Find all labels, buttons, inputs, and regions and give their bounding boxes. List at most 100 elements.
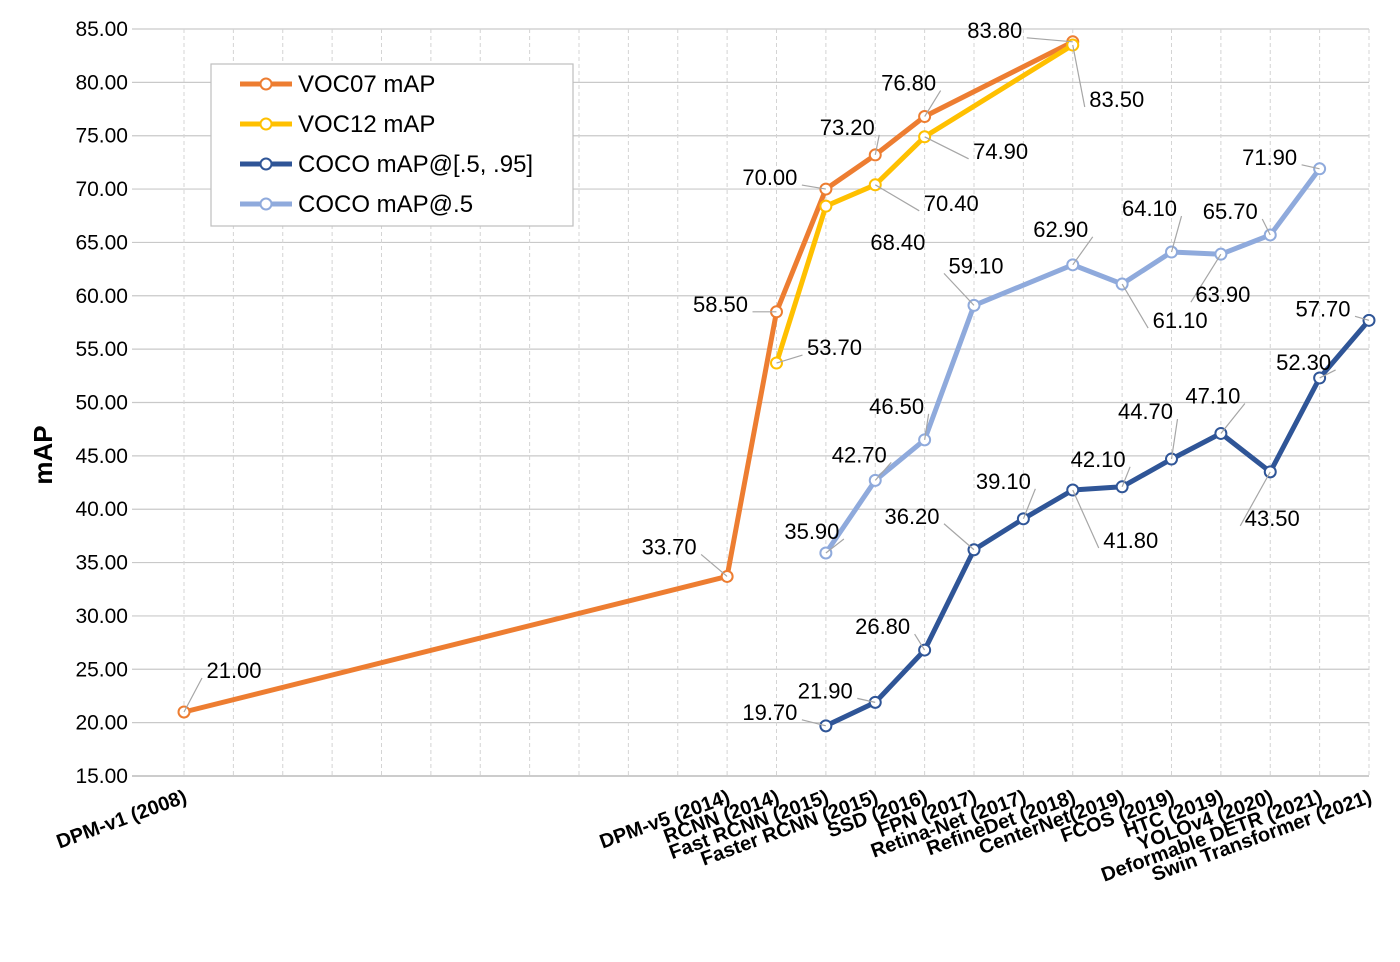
leader-line xyxy=(857,697,876,703)
series-line xyxy=(824,318,1371,729)
y-tick-label: 20.00 xyxy=(75,712,128,735)
leader-line xyxy=(776,354,803,364)
leader-line xyxy=(874,462,892,481)
data-label: 63.90 xyxy=(1195,282,1250,307)
leader-line xyxy=(1261,218,1271,236)
y-tick-label: 80.00 xyxy=(75,71,128,94)
data-label: 83.50 xyxy=(1089,87,1144,112)
leader-line xyxy=(1022,488,1036,520)
data-label: 62.90 xyxy=(1033,217,1088,242)
leader-line xyxy=(1354,315,1370,321)
leader-line xyxy=(1072,489,1100,549)
data-label: 33.70 xyxy=(642,534,697,559)
legend: VOC07 mAP VOC12 mAP COCO mAP@[.5, .95] COCO… xyxy=(210,63,574,227)
leader-line xyxy=(1121,466,1131,488)
y-tick-label: 75.00 xyxy=(75,125,128,148)
leader-line xyxy=(1026,37,1073,43)
legend-entry: VOC12 mAP xyxy=(298,111,435,138)
leader-line xyxy=(801,184,826,190)
leader-line xyxy=(183,677,203,713)
leader-line xyxy=(943,523,975,551)
y-tick-label: 45.00 xyxy=(75,445,128,468)
data-label: 61.10 xyxy=(1153,308,1208,333)
data-label: 46.50 xyxy=(869,394,924,419)
data-label: 26.80 xyxy=(855,614,910,639)
leader-line xyxy=(924,136,969,160)
data-label: 71.90 xyxy=(1242,145,1297,170)
data-label: 57.70 xyxy=(1295,296,1350,321)
data-label: 53.70 xyxy=(807,335,862,360)
leader-line xyxy=(1319,369,1336,379)
data-label: 35.90 xyxy=(784,519,839,544)
data-label: 21.00 xyxy=(206,658,261,683)
leader-line xyxy=(1121,283,1149,329)
leader-line xyxy=(924,90,942,117)
y-tick-label: 50.00 xyxy=(75,392,128,415)
leader-line xyxy=(1239,471,1271,527)
data-label: 68.40 xyxy=(870,230,925,255)
leader-line xyxy=(1190,253,1222,303)
leader-line xyxy=(801,719,827,727)
legend-box xyxy=(210,63,574,227)
leader-line xyxy=(700,553,728,577)
leader-line xyxy=(1170,418,1179,460)
leader-line xyxy=(1072,44,1086,108)
data-label: 64.10 xyxy=(1122,196,1177,221)
y-tick-label: 40.00 xyxy=(75,498,128,521)
x-axis-ticks: DPM-v1 (2008) DPM-v5 (2014)RCNN (2014)Fas… xyxy=(54,786,1375,887)
data-label: 83.80 xyxy=(967,18,1022,43)
data-label: 59.10 xyxy=(948,253,1003,278)
legend-marker xyxy=(259,157,273,171)
legend-marker xyxy=(259,117,273,131)
data-label: 70.00 xyxy=(742,165,797,190)
data-label: 70.40 xyxy=(924,191,979,216)
data-label: 74.90 xyxy=(973,139,1028,164)
y-tick-label: 25.00 xyxy=(75,658,128,681)
data-label: 52.30 xyxy=(1276,350,1331,375)
y-tick-label: 70.00 xyxy=(75,178,128,201)
data-label: 39.10 xyxy=(976,469,1031,494)
leader-line xyxy=(924,413,930,440)
data-label: 19.70 xyxy=(742,700,797,725)
leader-line xyxy=(874,184,920,212)
data-label: 76.80 xyxy=(881,71,936,96)
x-tick-label: DPM-v1 (2008) xyxy=(54,786,190,853)
legend-entry: COCO mAP@.5 xyxy=(298,191,473,218)
leader-line xyxy=(1170,215,1183,253)
leader-line xyxy=(914,633,926,651)
leader-line xyxy=(1072,236,1094,266)
data-label: 73.20 xyxy=(820,115,875,140)
leader-line xyxy=(943,272,975,306)
y-axis-ticks: 15.00 20.00 25.00 30.00 35.00 40.00 45.00 50.00… xyxy=(75,18,128,788)
series-line xyxy=(823,167,1322,555)
legend-entry: COCO mAP@[.5, .95] xyxy=(298,151,533,178)
y-axis-label: mAP xyxy=(28,425,58,484)
data-label: 65.70 xyxy=(1203,199,1258,224)
leader-line xyxy=(1220,403,1246,434)
data-label: 44.70 xyxy=(1118,399,1173,424)
y-tick-label: 55.00 xyxy=(75,338,128,361)
y-tick-label: 15.00 xyxy=(75,765,128,788)
y-tick-label: 35.00 xyxy=(75,552,128,575)
data-label: 43.50 xyxy=(1245,506,1300,531)
data-label: 47.10 xyxy=(1185,383,1240,408)
y-tick-label: 85.00 xyxy=(75,18,128,41)
data-label: 36.20 xyxy=(884,504,939,529)
y-tick-label: 30.00 xyxy=(75,605,128,628)
leader-line xyxy=(1301,164,1320,170)
legend-entry: VOC07 mAP xyxy=(298,71,435,98)
data-label: 41.80 xyxy=(1103,528,1158,553)
data-label: 58.50 xyxy=(693,292,748,317)
data-label: 21.90 xyxy=(798,678,853,703)
y-tick-label: 65.00 xyxy=(75,231,128,254)
data-label: 42.10 xyxy=(1071,447,1126,472)
data-point xyxy=(819,199,833,213)
leader-line xyxy=(825,538,845,554)
data-label: 42.70 xyxy=(832,442,887,467)
leader-line xyxy=(874,134,880,156)
legend-marker xyxy=(259,197,273,211)
y-tick-label: 60.00 xyxy=(75,285,128,308)
legend-marker xyxy=(259,77,273,91)
